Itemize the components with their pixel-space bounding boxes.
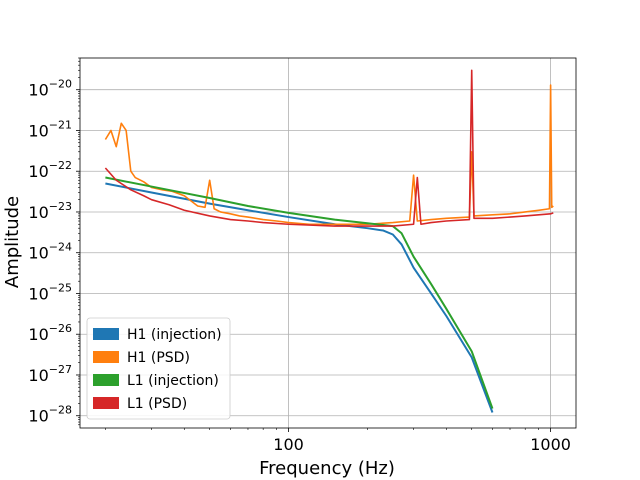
- legend: H1 (injection) H1 (PSD) L1 (injection) L1 (…: [86, 317, 231, 420]
- y-tick-label: 10−24: [28, 241, 72, 263]
- y-tick-label: 10−27: [28, 363, 72, 385]
- legend-label: H1 (injection): [127, 327, 222, 343]
- legend-swatch: [93, 328, 119, 340]
- legend-swatch: [93, 351, 119, 363]
- y-tick-label: 10−20: [28, 78, 72, 100]
- legend-box: [86, 317, 231, 420]
- x-tick-label: 1000: [530, 435, 571, 454]
- y-tick-label: 10−22: [28, 159, 72, 181]
- legend-label: H1 (PSD): [127, 350, 190, 366]
- series-line-4: [104, 69, 554, 227]
- legend-label: L1 (PSD): [127, 396, 187, 412]
- series-line-1: [105, 182, 494, 413]
- y-axis-label: Amplitude: [2, 196, 23, 288]
- legend-swatch: [93, 397, 119, 409]
- series-line-3: [105, 176, 494, 409]
- legend-swatch: [93, 374, 119, 386]
- y-tick-label: 10−25: [28, 281, 72, 303]
- axes-frame: [79, 57, 577, 429]
- minor-ticks: [78, 57, 539, 430]
- legend-label: L1 (injection): [127, 373, 219, 389]
- x-axis-label: Frequency (Hz): [259, 458, 395, 479]
- x-tick-label: 100: [273, 435, 304, 454]
- plot-area: 100 1000 10−28 10−27 10−26 10−25 10−24 10−23 10−…: [28, 57, 577, 454]
- y-tick-label: 10−23: [28, 200, 72, 222]
- y-tick-label: 10−21: [28, 118, 72, 140]
- series-line-2: [104, 84, 554, 226]
- y-tick-label: 10−26: [28, 322, 72, 344]
- series-group: [104, 69, 554, 413]
- y-tick-label: 10−28: [28, 404, 72, 426]
